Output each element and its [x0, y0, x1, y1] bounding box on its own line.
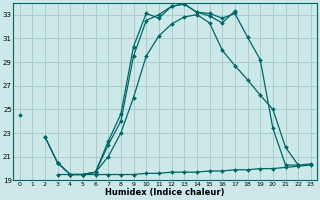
X-axis label: Humidex (Indice chaleur): Humidex (Indice chaleur) [106, 188, 225, 197]
